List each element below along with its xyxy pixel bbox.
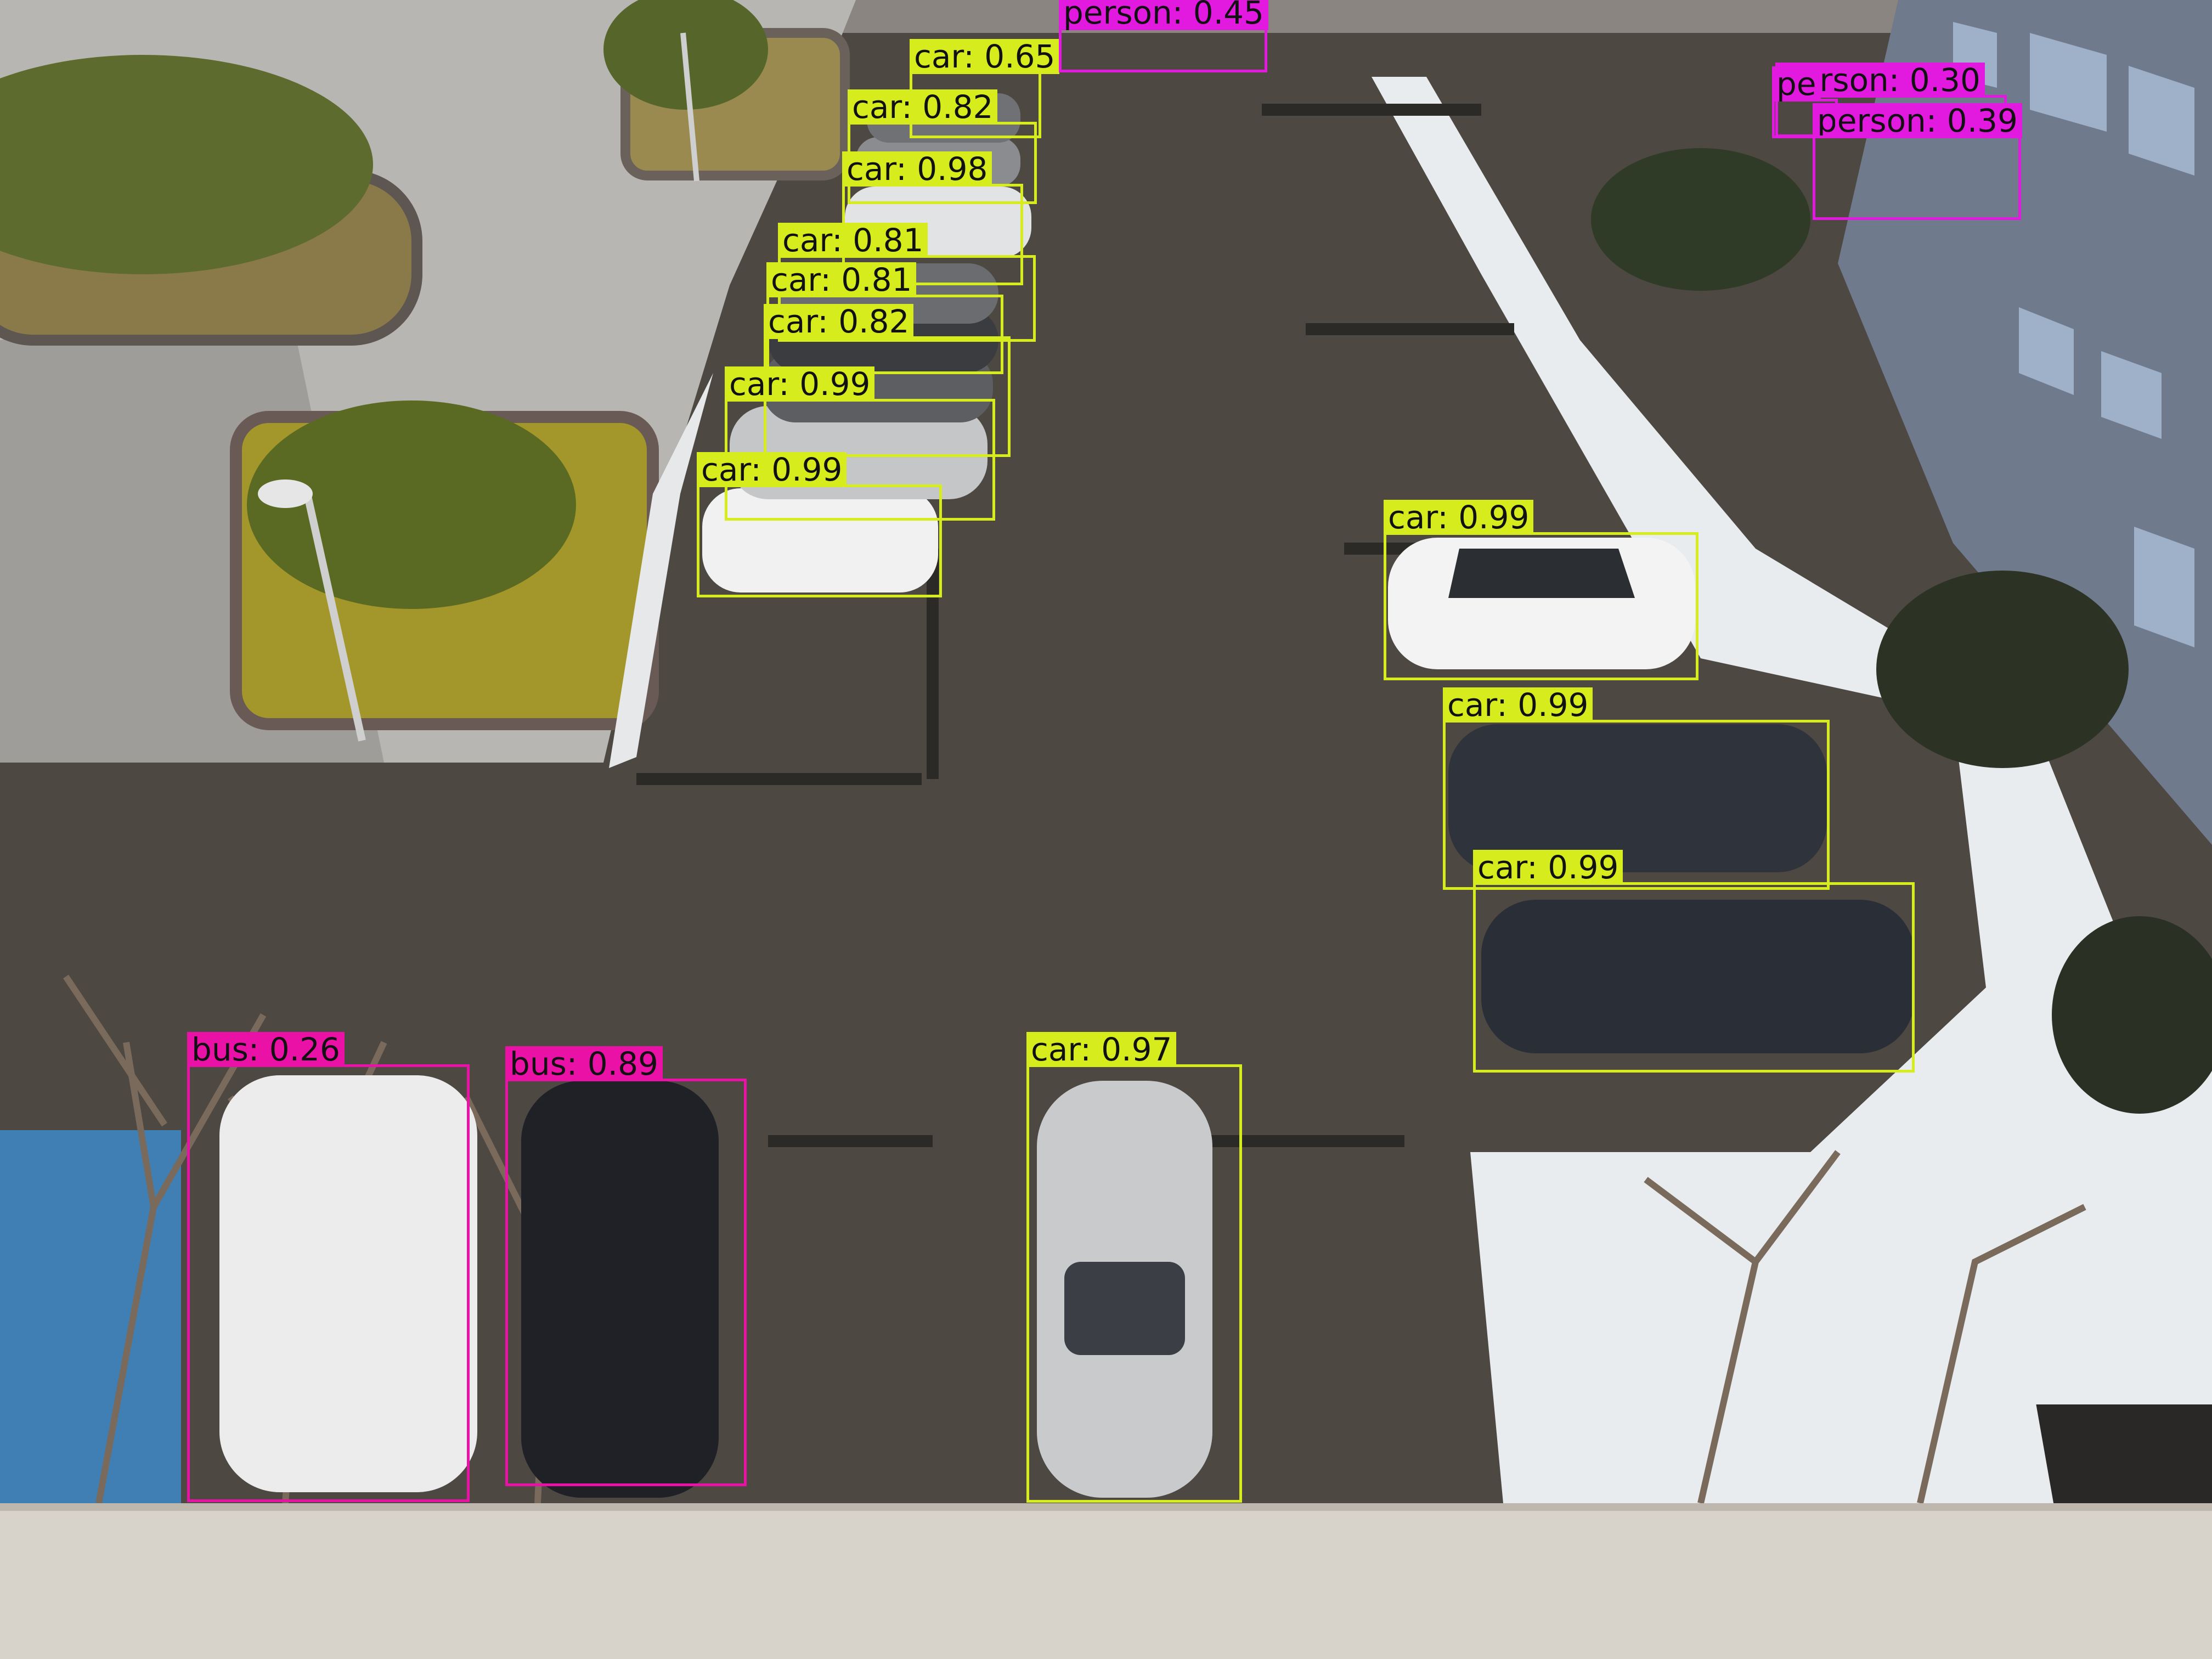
car-detection-box: car: 0.99: [725, 366, 995, 521]
detection-label: car: 0.81: [766, 262, 917, 297]
detection-label: pe: [1772, 66, 1821, 101]
car-detection-box: car: 0.97: [1026, 1032, 1242, 1503]
car-detection-box: car: 0.98: [842, 151, 1023, 285]
car-detection-box: car: 0.99: [1384, 500, 1699, 680]
car-body: [1481, 900, 1915, 1053]
car-body: [1448, 724, 1827, 872]
street-lamp-head: [258, 479, 313, 508]
detection-label: car: 0.97: [1026, 1032, 1177, 1067]
car-windshield: [1064, 1262, 1185, 1355]
detection-label: car: 0.98: [842, 151, 992, 187]
detection-label: car: 0.81: [778, 223, 928, 258]
car-body: [521, 1081, 719, 1498]
person-detection-box: person: 0.39: [1813, 103, 2022, 220]
car-detection-box: car: 0.99: [1443, 687, 1830, 890]
shrub: [1876, 571, 2129, 768]
car-detection-box: car: 0.81: [778, 223, 1036, 342]
person-detection-box: person: 0.45: [1059, 0, 1268, 72]
street-lamp-pole: [680, 32, 699, 182]
car-detection-box: car: 0.65: [910, 39, 1060, 138]
detection-label: bus: 0.89: [505, 1046, 663, 1081]
detection-label: car: 0.99: [1384, 500, 1534, 535]
car-body: [702, 488, 938, 592]
snow-right: [1372, 77, 2212, 1503]
snow-left-edge: [609, 373, 713, 768]
detection-label: car: 0.82: [764, 304, 914, 339]
detection-label: person: 0.45: [1059, 0, 1268, 30]
accessible-parking-space: [0, 1130, 181, 1503]
detection-label: car: 0.82: [848, 89, 998, 125]
car-detection-box: car: 0.99: [697, 452, 942, 597]
pine-tree: [0, 55, 373, 274]
car-windows: [1448, 549, 1635, 598]
car-detection-box: car: 0.99: [1473, 850, 1915, 1073]
pine-tree: [247, 400, 576, 609]
person-detection-box: pe: [1772, 66, 1838, 138]
drain-grate: [2036, 1404, 2212, 1503]
building-windows: [1953, 22, 2194, 647]
car-body: [219, 1075, 477, 1492]
bus-detection-box: bus: 0.89: [505, 1046, 747, 1486]
shrub: [1591, 148, 1810, 291]
bus-detection-box: bus: 0.26: [187, 1032, 470, 1502]
car-detection-box: car: 0.81: [766, 262, 1003, 374]
detection-label: bus: 0.26: [187, 1032, 345, 1067]
shrub: [2052, 916, 2212, 1114]
detection-label: person: 0.39: [1813, 103, 2022, 138]
detection-label: car: 0.65: [910, 39, 1060, 74]
detection-label: car: 0.99: [1473, 850, 1623, 885]
detection-label: car: 0.99: [697, 452, 847, 487]
detection-label: car: 0.99: [1443, 687, 1593, 723]
street-lamp-pole: [303, 493, 366, 742]
detection-label: car: 0.99: [725, 366, 875, 402]
roof-ledge-edge: [0, 1503, 2212, 1511]
vehicles: [219, 93, 1915, 1498]
roof-ledge: [0, 1503, 2212, 1659]
